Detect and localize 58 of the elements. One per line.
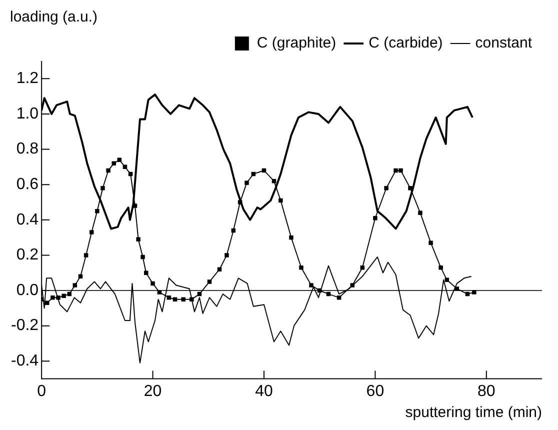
y-tick-label: -0.2 [10, 317, 39, 334]
x-tick-label: 0 [37, 382, 46, 400]
point [95, 208, 100, 214]
point [144, 270, 148, 275]
point [190, 297, 194, 302]
point [278, 198, 283, 203]
y-axis-title: loading (a.u.) [10, 8, 98, 26]
x-tick-label: 60 [366, 382, 384, 400]
point [244, 180, 249, 185]
point [350, 283, 355, 288]
point [398, 168, 403, 173]
x-tick-label: 80 [478, 382, 496, 400]
x-tick-label: 40 [255, 382, 273, 400]
point [50, 295, 55, 300]
point [72, 283, 78, 288]
point [472, 290, 476, 294]
y-tick-label: 0.0 [16, 282, 39, 299]
point [100, 186, 105, 190]
point [140, 254, 145, 260]
point [408, 186, 412, 190]
point [438, 265, 443, 270]
point [181, 297, 186, 302]
y-tick-label: 0.4 [16, 211, 39, 228]
point [172, 297, 178, 302]
point [106, 168, 110, 173]
point [217, 267, 222, 272]
point [89, 230, 94, 234]
y-tick-label: 1.2 [16, 70, 39, 88]
x-tick-label: 20 [144, 382, 162, 400]
point [207, 280, 212, 284]
point [373, 216, 378, 220]
point [384, 186, 388, 190]
legend-label: C (carbide) [368, 34, 443, 52]
point [150, 281, 155, 286]
point [428, 240, 433, 245]
x-axis-title: sputtering time (min) [405, 404, 542, 422]
point [418, 210, 422, 215]
point [224, 253, 229, 258]
y-tick-label: 0.8 [16, 140, 39, 158]
y-tick-label: 0.6 [16, 176, 39, 193]
point [299, 265, 304, 270]
legend-label: C (graphite) [256, 34, 336, 52]
legend-label: constant [475, 34, 533, 52]
y-tick-label: 1.0 [16, 105, 39, 122]
y-tick-label: -0.4 [10, 352, 39, 370]
point [84, 253, 88, 258]
point [157, 290, 162, 294]
point [56, 295, 60, 300]
point [454, 286, 460, 291]
point [289, 235, 294, 240]
point [112, 161, 116, 166]
point [394, 168, 398, 173]
y-tick-label: 0.2 [16, 246, 39, 264]
point [62, 294, 66, 298]
point [238, 200, 242, 204]
point [45, 300, 50, 306]
point [309, 283, 314, 288]
point [136, 237, 140, 242]
